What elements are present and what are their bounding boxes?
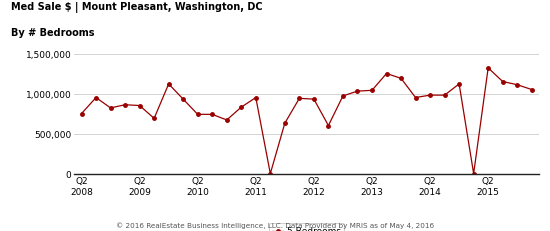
5 Bedrooms bbox=[441, 94, 448, 97]
5 Bedrooms bbox=[194, 113, 201, 116]
5 Bedrooms bbox=[223, 119, 230, 121]
5 Bedrooms bbox=[311, 98, 317, 100]
5 Bedrooms bbox=[529, 88, 535, 91]
5 Bedrooms bbox=[368, 89, 375, 92]
5 Bedrooms bbox=[412, 96, 419, 99]
5 Bedrooms bbox=[340, 94, 346, 97]
5 Bedrooms bbox=[107, 106, 114, 109]
5 Bedrooms bbox=[93, 96, 100, 99]
5 Bedrooms bbox=[514, 83, 520, 86]
5 Bedrooms bbox=[166, 82, 172, 85]
5 Bedrooms bbox=[151, 117, 157, 120]
5 Bedrooms bbox=[238, 106, 245, 109]
5 Bedrooms bbox=[136, 104, 143, 107]
Legend: 5 Bedrooms: 5 Bedrooms bbox=[269, 223, 344, 231]
5 Bedrooms bbox=[427, 94, 433, 97]
5 Bedrooms bbox=[282, 122, 288, 125]
5 Bedrooms bbox=[296, 97, 303, 100]
Line: 5 Bedrooms: 5 Bedrooms bbox=[80, 66, 534, 175]
Text: © 2016 RealEstate Business Intelligence, LLC. Data Provided by MRIS as of May 4,: © 2016 RealEstate Business Intelligence,… bbox=[116, 222, 434, 229]
5 Bedrooms bbox=[499, 80, 506, 83]
5 Bedrooms bbox=[485, 67, 492, 69]
5 Bedrooms bbox=[209, 113, 216, 116]
5 Bedrooms bbox=[398, 77, 404, 80]
Text: Med Sale $ | Mount Pleasant, Washington, DC: Med Sale $ | Mount Pleasant, Washington,… bbox=[11, 2, 263, 13]
5 Bedrooms bbox=[180, 98, 186, 100]
Text: By # Bedrooms: By # Bedrooms bbox=[11, 28, 95, 38]
5 Bedrooms bbox=[267, 172, 273, 175]
5 Bedrooms bbox=[354, 90, 361, 92]
5 Bedrooms bbox=[122, 103, 128, 106]
5 Bedrooms bbox=[78, 112, 85, 115]
5 Bedrooms bbox=[325, 124, 332, 127]
5 Bedrooms bbox=[470, 172, 477, 175]
5 Bedrooms bbox=[252, 96, 259, 99]
5 Bedrooms bbox=[383, 72, 390, 75]
5 Bedrooms bbox=[456, 82, 463, 85]
